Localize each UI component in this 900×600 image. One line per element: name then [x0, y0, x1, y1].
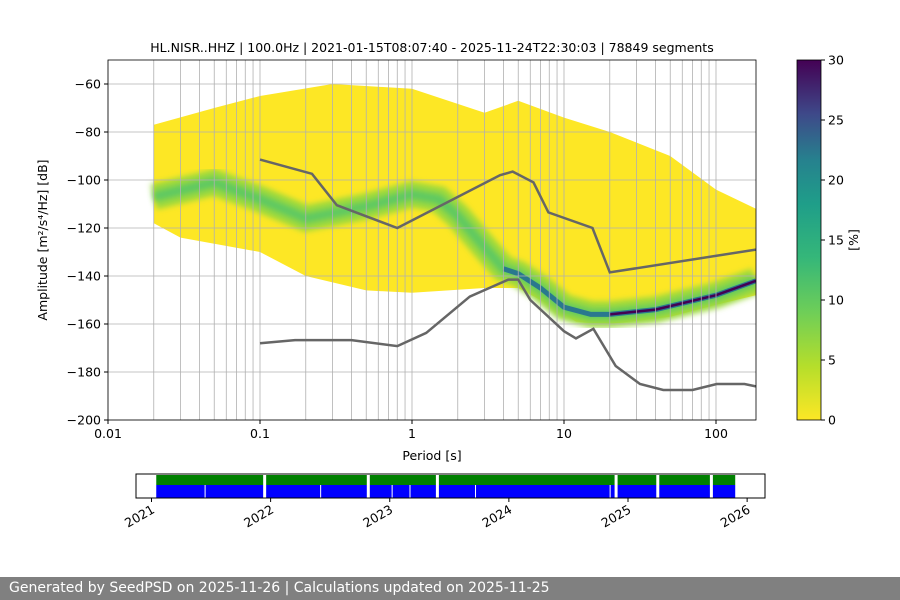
- timeline-tick-label: 2021: [122, 502, 157, 531]
- y-tick-label: −160: [67, 317, 101, 332]
- timeline-tick-label: 2025: [598, 502, 633, 531]
- y-axis-label: Amplitude [m²/s⁴/Hz] [dB]: [35, 159, 50, 320]
- chart-title: HL.NISR..HHZ | 100.0Hz | 2021-01-15T08:0…: [150, 40, 713, 55]
- colorbar: [796, 59, 822, 421]
- timeline-tick-label: 2022: [241, 502, 276, 531]
- colorbar-tick-label: 0: [828, 413, 836, 428]
- x-tick-label: 0.01: [94, 426, 122, 441]
- colorbar-label: [%]: [846, 229, 861, 251]
- ppsd-chart: HL.NISR..HHZ | 100.0Hz | 2021-01-15T08:0…: [35, 40, 861, 531]
- timeline-gap-minor: [609, 485, 611, 498]
- timeline-gap: [366, 475, 370, 498]
- timeline-gap: [656, 475, 660, 498]
- timeline-tick-label: 2026: [718, 502, 753, 531]
- timeline-gap: [614, 475, 618, 498]
- timeline-gap-minor: [320, 485, 322, 498]
- colorbar-tick-label: 5: [828, 353, 836, 368]
- colorbar-tick-label: 25: [828, 113, 844, 128]
- timeline-gap: [435, 475, 439, 498]
- colorbar-ticks: 0 5 10 15 20 25 30: [821, 53, 844, 428]
- nlnm-line: [259, 278, 756, 392]
- x-tick-label: 0.1: [250, 426, 270, 441]
- psd-density-peak-max: [609, 279, 756, 316]
- data-availability-timeline: 2021 2022 2023 2024 2025 2026: [122, 473, 766, 531]
- timeline-tick-label: 2024: [479, 502, 514, 531]
- y-tick-label: −100: [67, 173, 101, 188]
- colorbar-tick-label: 15: [828, 233, 844, 248]
- noise-models: [259, 158, 756, 392]
- footer: Generated by SeedPSD on 2025-11-26 | Cal…: [0, 577, 900, 600]
- x-tick-label: 1: [408, 426, 416, 441]
- y-tick-label: −60: [75, 77, 101, 92]
- timeline-tick-label: 2023: [360, 502, 395, 531]
- x-tick-label: 100: [704, 426, 728, 441]
- nhnm-line: [259, 158, 756, 274]
- timeline-gap-minor: [409, 485, 411, 498]
- plot-frame: [107, 59, 757, 421]
- y-tick-label: −80: [75, 125, 101, 140]
- y-tick-label: −140: [67, 269, 101, 284]
- colorbar-tick-label: 30: [828, 53, 844, 68]
- axes: 0.01 0.1 1 10 100 −60 −80 −100 −120 −140 −160 −180 −…: [67, 77, 728, 442]
- timeline-bar-top: [156, 475, 736, 485]
- timeline-frame: [135, 473, 766, 499]
- timeline-gap-minor: [204, 485, 206, 498]
- y-tick-label: −180: [67, 365, 101, 380]
- y-tick-label: −120: [67, 221, 101, 236]
- y-tick-label: −200: [67, 413, 101, 428]
- timeline-gap: [709, 475, 713, 498]
- timeline-gap-minor: [391, 485, 393, 498]
- x-tick-label: 10: [556, 426, 572, 441]
- x-axis-label: Period [s]: [402, 448, 461, 463]
- timeline-bar-bottom: [156, 485, 736, 498]
- plot-area: [150, 84, 756, 328]
- colorbar-tick-label: 20: [828, 173, 844, 188]
- timeline-gap: [263, 475, 267, 498]
- timeline-gap-minor: [475, 485, 477, 498]
- colorbar-tick-label: 10: [828, 293, 844, 308]
